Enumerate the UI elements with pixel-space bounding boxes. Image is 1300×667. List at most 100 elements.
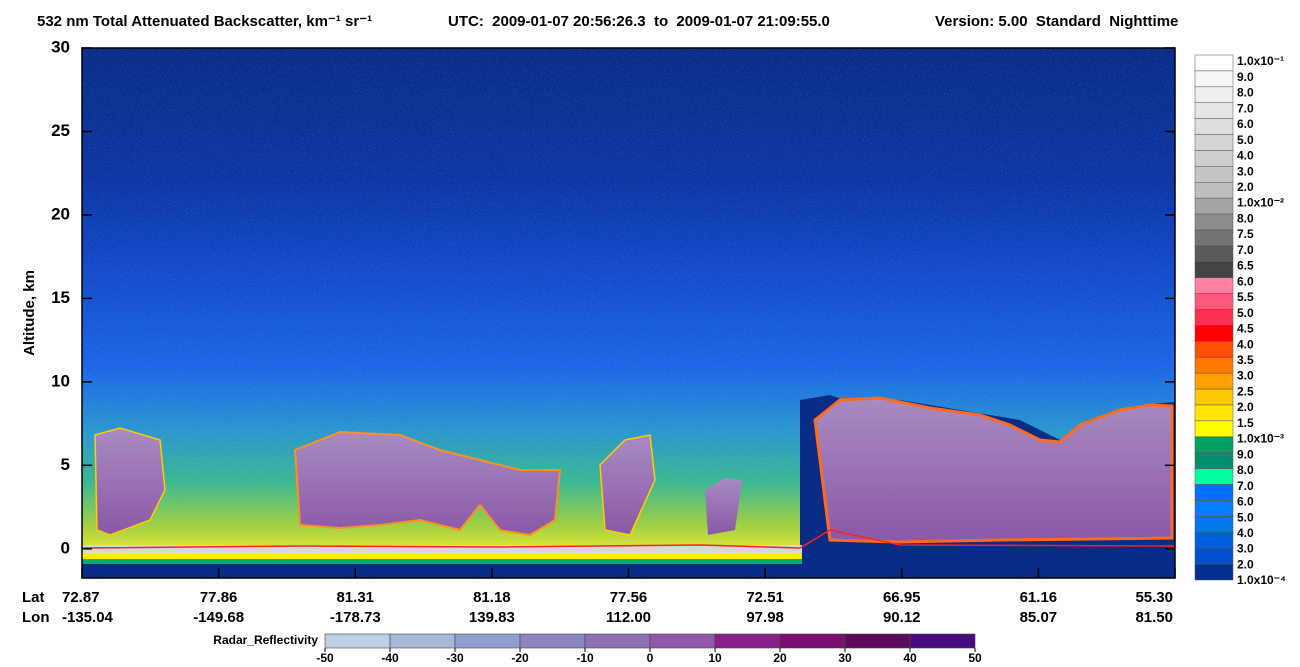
- colorbar-swatch: [1194, 197, 1234, 215]
- colorbar-label: 4.0: [1237, 526, 1254, 540]
- time-range: UTC: 2009-01-07 20:56:26.3 to 2009-01-07…: [448, 13, 830, 30]
- colorbar-swatch: [1194, 309, 1234, 326]
- radar-swatch: [454, 633, 521, 649]
- colorbar-swatch: [1194, 166, 1234, 183]
- radar-swatch: [909, 633, 976, 649]
- colorbar-label: 6.0: [1237, 117, 1254, 131]
- colorbar-label: 3.0: [1237, 542, 1254, 556]
- radar-swatch: [844, 633, 911, 649]
- colorbar-label: 3.5: [1237, 353, 1254, 367]
- lat-label: 81.18: [473, 589, 511, 606]
- radar-tick-label: 40: [903, 651, 917, 665]
- colorbar-label: 7.0: [1237, 101, 1254, 115]
- colorbar-label: 9.0: [1237, 447, 1254, 461]
- radar-tick-label: -20: [511, 651, 529, 665]
- colorbar-swatch: [1194, 436, 1234, 453]
- colorbar-label: 2.0: [1237, 180, 1254, 194]
- radar-tick-label: -10: [576, 651, 594, 665]
- colorbar-label: 1.0x10⁻⁴: [1237, 573, 1286, 587]
- colorbar-label: 5.0: [1237, 306, 1254, 320]
- colorbar-label: 3.0: [1237, 369, 1254, 383]
- colorbar-label: 5.0: [1237, 510, 1254, 524]
- colorbar-swatch: [1194, 102, 1234, 119]
- y-tick-label: 5: [61, 455, 70, 474]
- colorbar-swatch: [1194, 245, 1234, 263]
- colorbar-swatch: [1194, 404, 1234, 422]
- colorbar-label: 1.0x10⁻²: [1237, 196, 1284, 210]
- colorbar-swatch: [1194, 293, 1234, 310]
- y-axis-label: Altitude, km: [21, 270, 38, 356]
- colorbar-swatch: [1194, 118, 1234, 135]
- colorbar-label: 5.5: [1237, 290, 1254, 304]
- colorbar-label: 7.0: [1237, 479, 1254, 493]
- colorbar-swatch: [1194, 357, 1234, 374]
- colorbar-swatch: [1194, 213, 1234, 231]
- radar-swatch: [584, 633, 651, 649]
- lon-label: 112.00: [606, 609, 651, 626]
- colorbar-swatch: [1194, 325, 1234, 342]
- radar-swatch: [779, 633, 846, 649]
- lat-label: 72.51: [746, 589, 784, 606]
- y-tick-label: 25: [51, 121, 70, 140]
- colorbar-swatch: [1194, 452, 1234, 469]
- lon-label: 85.07: [1020, 609, 1058, 626]
- title: 532 nm Total Attenuated Backscatter, km⁻…: [37, 13, 372, 30]
- colorbar-swatch: [1194, 563, 1234, 581]
- colorbar-label: 8.0: [1237, 211, 1254, 225]
- colorbar-swatch: [1194, 532, 1234, 549]
- colorbar-label: 9.0: [1237, 70, 1254, 84]
- radar-tick-label: -50: [316, 651, 334, 665]
- colorbar-label: 1.0x10⁻³: [1237, 432, 1284, 446]
- y-tick-label: 10: [51, 371, 70, 390]
- radar-tick-label: -30: [446, 651, 464, 665]
- colorbar-label: 4.0: [1237, 149, 1254, 163]
- radar-tick-label: 20: [773, 651, 787, 665]
- colorbar-label: 3.0: [1237, 164, 1254, 178]
- radar-swatch: [714, 633, 781, 649]
- lon-label: 81.50: [1135, 609, 1173, 626]
- colorbar-label: 8.0: [1237, 463, 1254, 477]
- colorbar-swatch: [1194, 261, 1234, 278]
- lat-label: 66.95: [883, 589, 921, 606]
- radar-swatch: [324, 633, 391, 649]
- colorbar-label: 7.0: [1237, 243, 1254, 257]
- radar-swatch: [519, 633, 586, 649]
- radar-tick-label: 30: [838, 651, 852, 665]
- lon-label: 90.12: [883, 609, 921, 626]
- lon-label: -149.68: [193, 609, 244, 626]
- colorbar-swatch: [1194, 420, 1234, 438]
- colorbar-swatch: [1194, 86, 1234, 103]
- radar-tick-label: -40: [381, 651, 399, 665]
- row-label: Lon: [22, 609, 50, 626]
- y-tick-label: 20: [51, 204, 70, 223]
- colorbar-swatch: [1194, 341, 1234, 358]
- colorbar-swatch: [1194, 54, 1234, 72]
- lat-label: 55.30: [1135, 589, 1173, 606]
- colorbar-label: 5.0: [1237, 133, 1254, 147]
- lat-label: 77.56: [610, 589, 648, 606]
- lat-label: 81.31: [336, 589, 374, 606]
- colorbar-label: 4.0: [1237, 337, 1254, 351]
- lat-label: 61.16: [1020, 589, 1058, 606]
- colorbar-swatch: [1194, 468, 1234, 485]
- colorbar-swatch: [1194, 229, 1234, 247]
- colorbar-swatch: [1194, 500, 1234, 517]
- colorbar-label: 2.0: [1237, 557, 1254, 571]
- colorbar-swatch: [1194, 70, 1234, 88]
- y-tick-label: 30: [51, 37, 70, 56]
- curtain-image: [81, 48, 1176, 578]
- colorbar-label: 6.5: [1237, 259, 1254, 273]
- colorbar-label: 1.0x10⁻¹: [1237, 54, 1284, 68]
- radar-tick-label: 0: [647, 651, 654, 665]
- colorbar-label: 7.5: [1237, 227, 1254, 241]
- version: Version: 5.00 Standard Nighttime: [935, 13, 1178, 30]
- colorbar-label: 2.0: [1237, 400, 1254, 414]
- radar-colorbar-label: Radar_Reflectivity: [213, 633, 318, 647]
- lat-label: 77.86: [200, 589, 238, 606]
- lon-label: -178.73: [330, 609, 381, 626]
- colorbar-swatch: [1194, 484, 1234, 501]
- lat-label: 72.87: [62, 589, 100, 606]
- lon-label: 139.83: [469, 609, 515, 626]
